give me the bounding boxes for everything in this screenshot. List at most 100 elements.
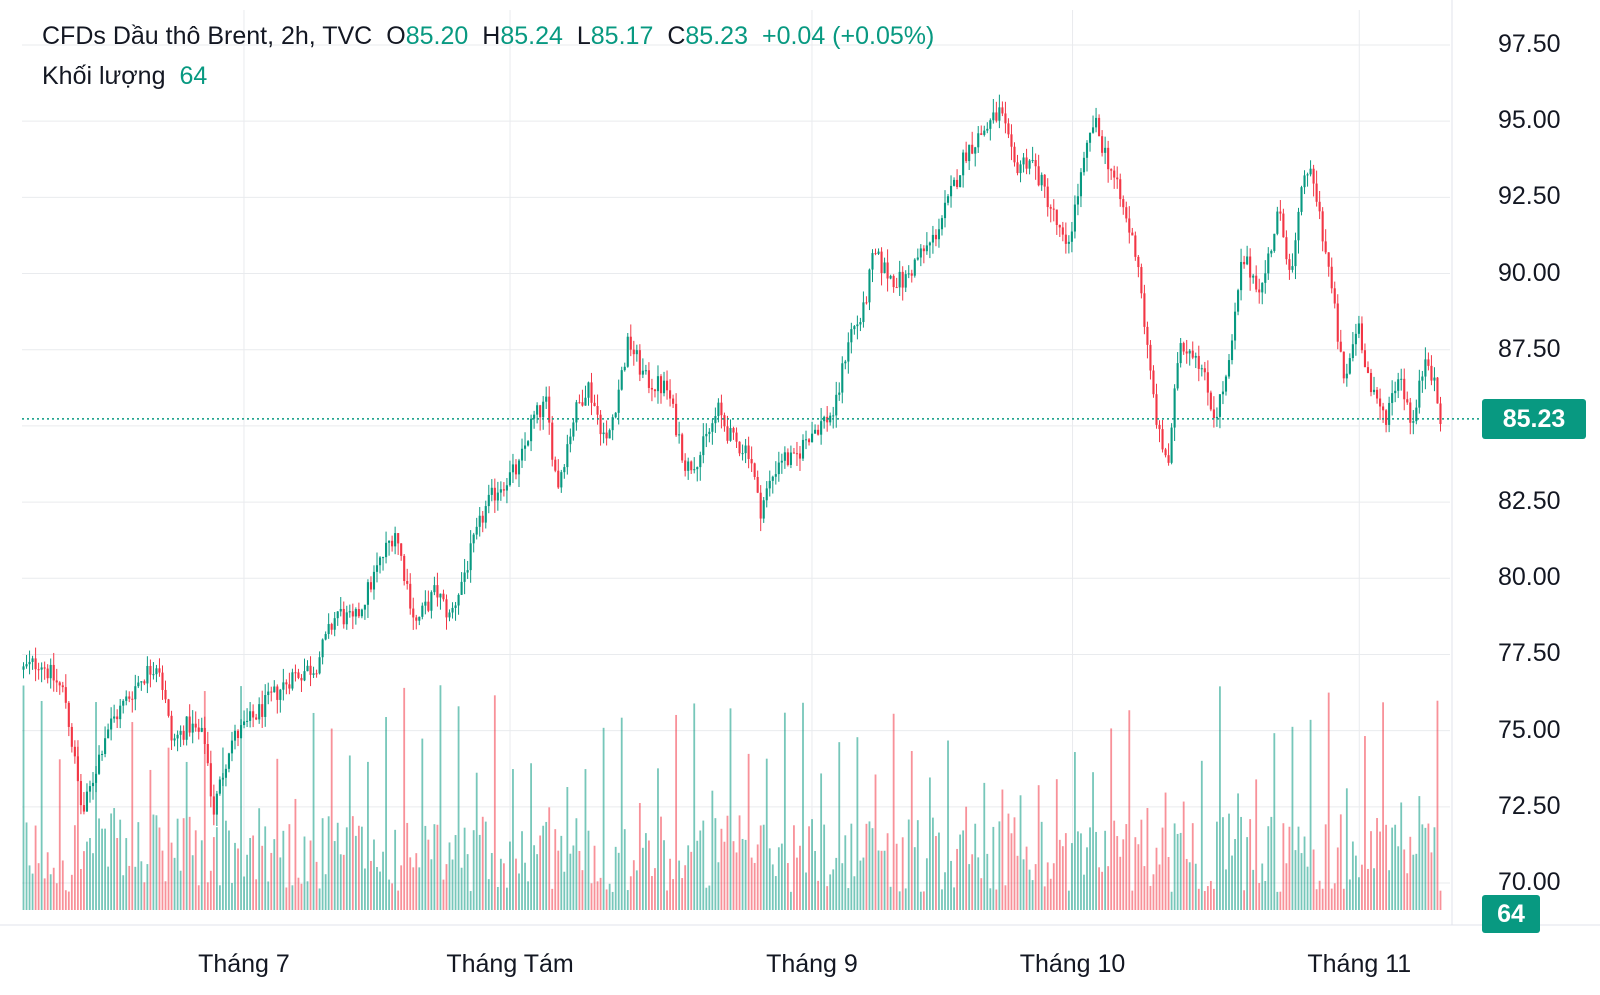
volume-bar (1282, 823, 1285, 910)
candle-up (714, 416, 717, 424)
volume-bar (1128, 710, 1131, 910)
volume-bar (134, 866, 137, 910)
volume-bar (992, 826, 995, 910)
volume-bar (1067, 890, 1070, 910)
volume-bar (530, 763, 532, 910)
candle-up (1237, 290, 1240, 312)
x-tick-label: Tháng 10 (1019, 950, 1126, 978)
candle-down (798, 453, 802, 459)
candle-down (1385, 410, 1388, 425)
candle-down (79, 781, 82, 806)
candle-down (1098, 117, 1101, 137)
candle-down (1013, 146, 1016, 163)
volume-bar (1276, 891, 1279, 910)
volume-bar (1243, 890, 1246, 910)
volume-bar (687, 845, 690, 910)
candle-up (381, 557, 385, 559)
volume-bar (611, 891, 614, 910)
volume-bar (995, 889, 998, 910)
candle-up (1022, 157, 1025, 165)
volume-bar (478, 834, 481, 910)
candle-down (1288, 259, 1291, 270)
volume-bar (1116, 836, 1119, 910)
volume-bar (170, 842, 173, 910)
candle-up (608, 430, 611, 439)
candle-down (285, 682, 288, 685)
volume-bar (270, 852, 273, 910)
change-value: +0.04 (+0.05%) (761, 22, 935, 50)
symbol-title: CFDs Dầu thô Brent, 2h, TVC (42, 22, 373, 50)
candle-up (1273, 233, 1276, 251)
volume-bar (850, 823, 853, 910)
candle-up (333, 618, 336, 630)
volume-bar (1209, 880, 1212, 910)
volume-bar (342, 854, 345, 910)
volume-bar (1070, 843, 1073, 910)
volume-bar (925, 858, 928, 910)
candle-up (1194, 355, 1197, 358)
volume-bar (484, 821, 487, 910)
volume-bar (714, 818, 717, 910)
low-value: 85.17 (590, 22, 654, 50)
volume-bar (666, 890, 668, 910)
volume-bar (1397, 846, 1400, 910)
candle-down (34, 658, 37, 670)
candle-up (801, 439, 805, 459)
volume-bar (1052, 863, 1055, 910)
candle-up (439, 593, 442, 598)
candle-up (838, 392, 841, 395)
volume-bar (215, 827, 218, 910)
volume-bar (140, 861, 143, 910)
candle-down (73, 746, 76, 757)
candle-down (276, 686, 279, 700)
volume-bar (626, 890, 629, 910)
volume-bar (1385, 824, 1388, 910)
volume-bar (708, 885, 711, 910)
candle-down (874, 253, 877, 255)
candle-up (741, 453, 744, 455)
volume-bar (608, 883, 611, 910)
candle-up (146, 665, 149, 684)
candle-up (644, 370, 647, 372)
volume-bar (629, 876, 632, 910)
volume-bar (234, 842, 236, 910)
candle-down (1110, 169, 1113, 171)
candle-up (1088, 132, 1092, 143)
volume-bar (841, 863, 844, 910)
candle-up (1070, 231, 1073, 242)
volume-bar (968, 864, 971, 910)
candle-down (43, 667, 46, 669)
candle-up (536, 405, 539, 415)
candle-down (58, 682, 61, 686)
candle-up (348, 611, 351, 613)
candle-up (530, 418, 533, 442)
candle-down (632, 349, 635, 355)
candle-up (457, 594, 460, 606)
volume-bar (602, 727, 605, 910)
candle-down (1016, 162, 1019, 174)
candle-down (67, 702, 70, 727)
candle-down (886, 262, 889, 279)
candle-down (37, 669, 40, 671)
candle-up (1348, 358, 1351, 374)
volume-bar (732, 841, 735, 910)
volume-bar (209, 870, 212, 910)
volume-bar (1222, 817, 1224, 910)
candle-up (40, 667, 43, 670)
candle-down (1369, 372, 1373, 393)
candle-down (795, 453, 799, 455)
volume-bar (786, 863, 789, 910)
candle-down (557, 470, 560, 488)
open-label: O (386, 22, 406, 50)
candle-up (466, 570, 469, 573)
candle-up (1200, 368, 1203, 370)
volume-bar (179, 870, 182, 910)
volume-bar (397, 890, 400, 910)
candle-down (578, 402, 581, 404)
candle-up (517, 460, 521, 475)
volume-bar (1388, 870, 1391, 910)
volume-bar (403, 687, 406, 910)
volume-bar (409, 857, 412, 910)
volume-bar (847, 888, 850, 910)
